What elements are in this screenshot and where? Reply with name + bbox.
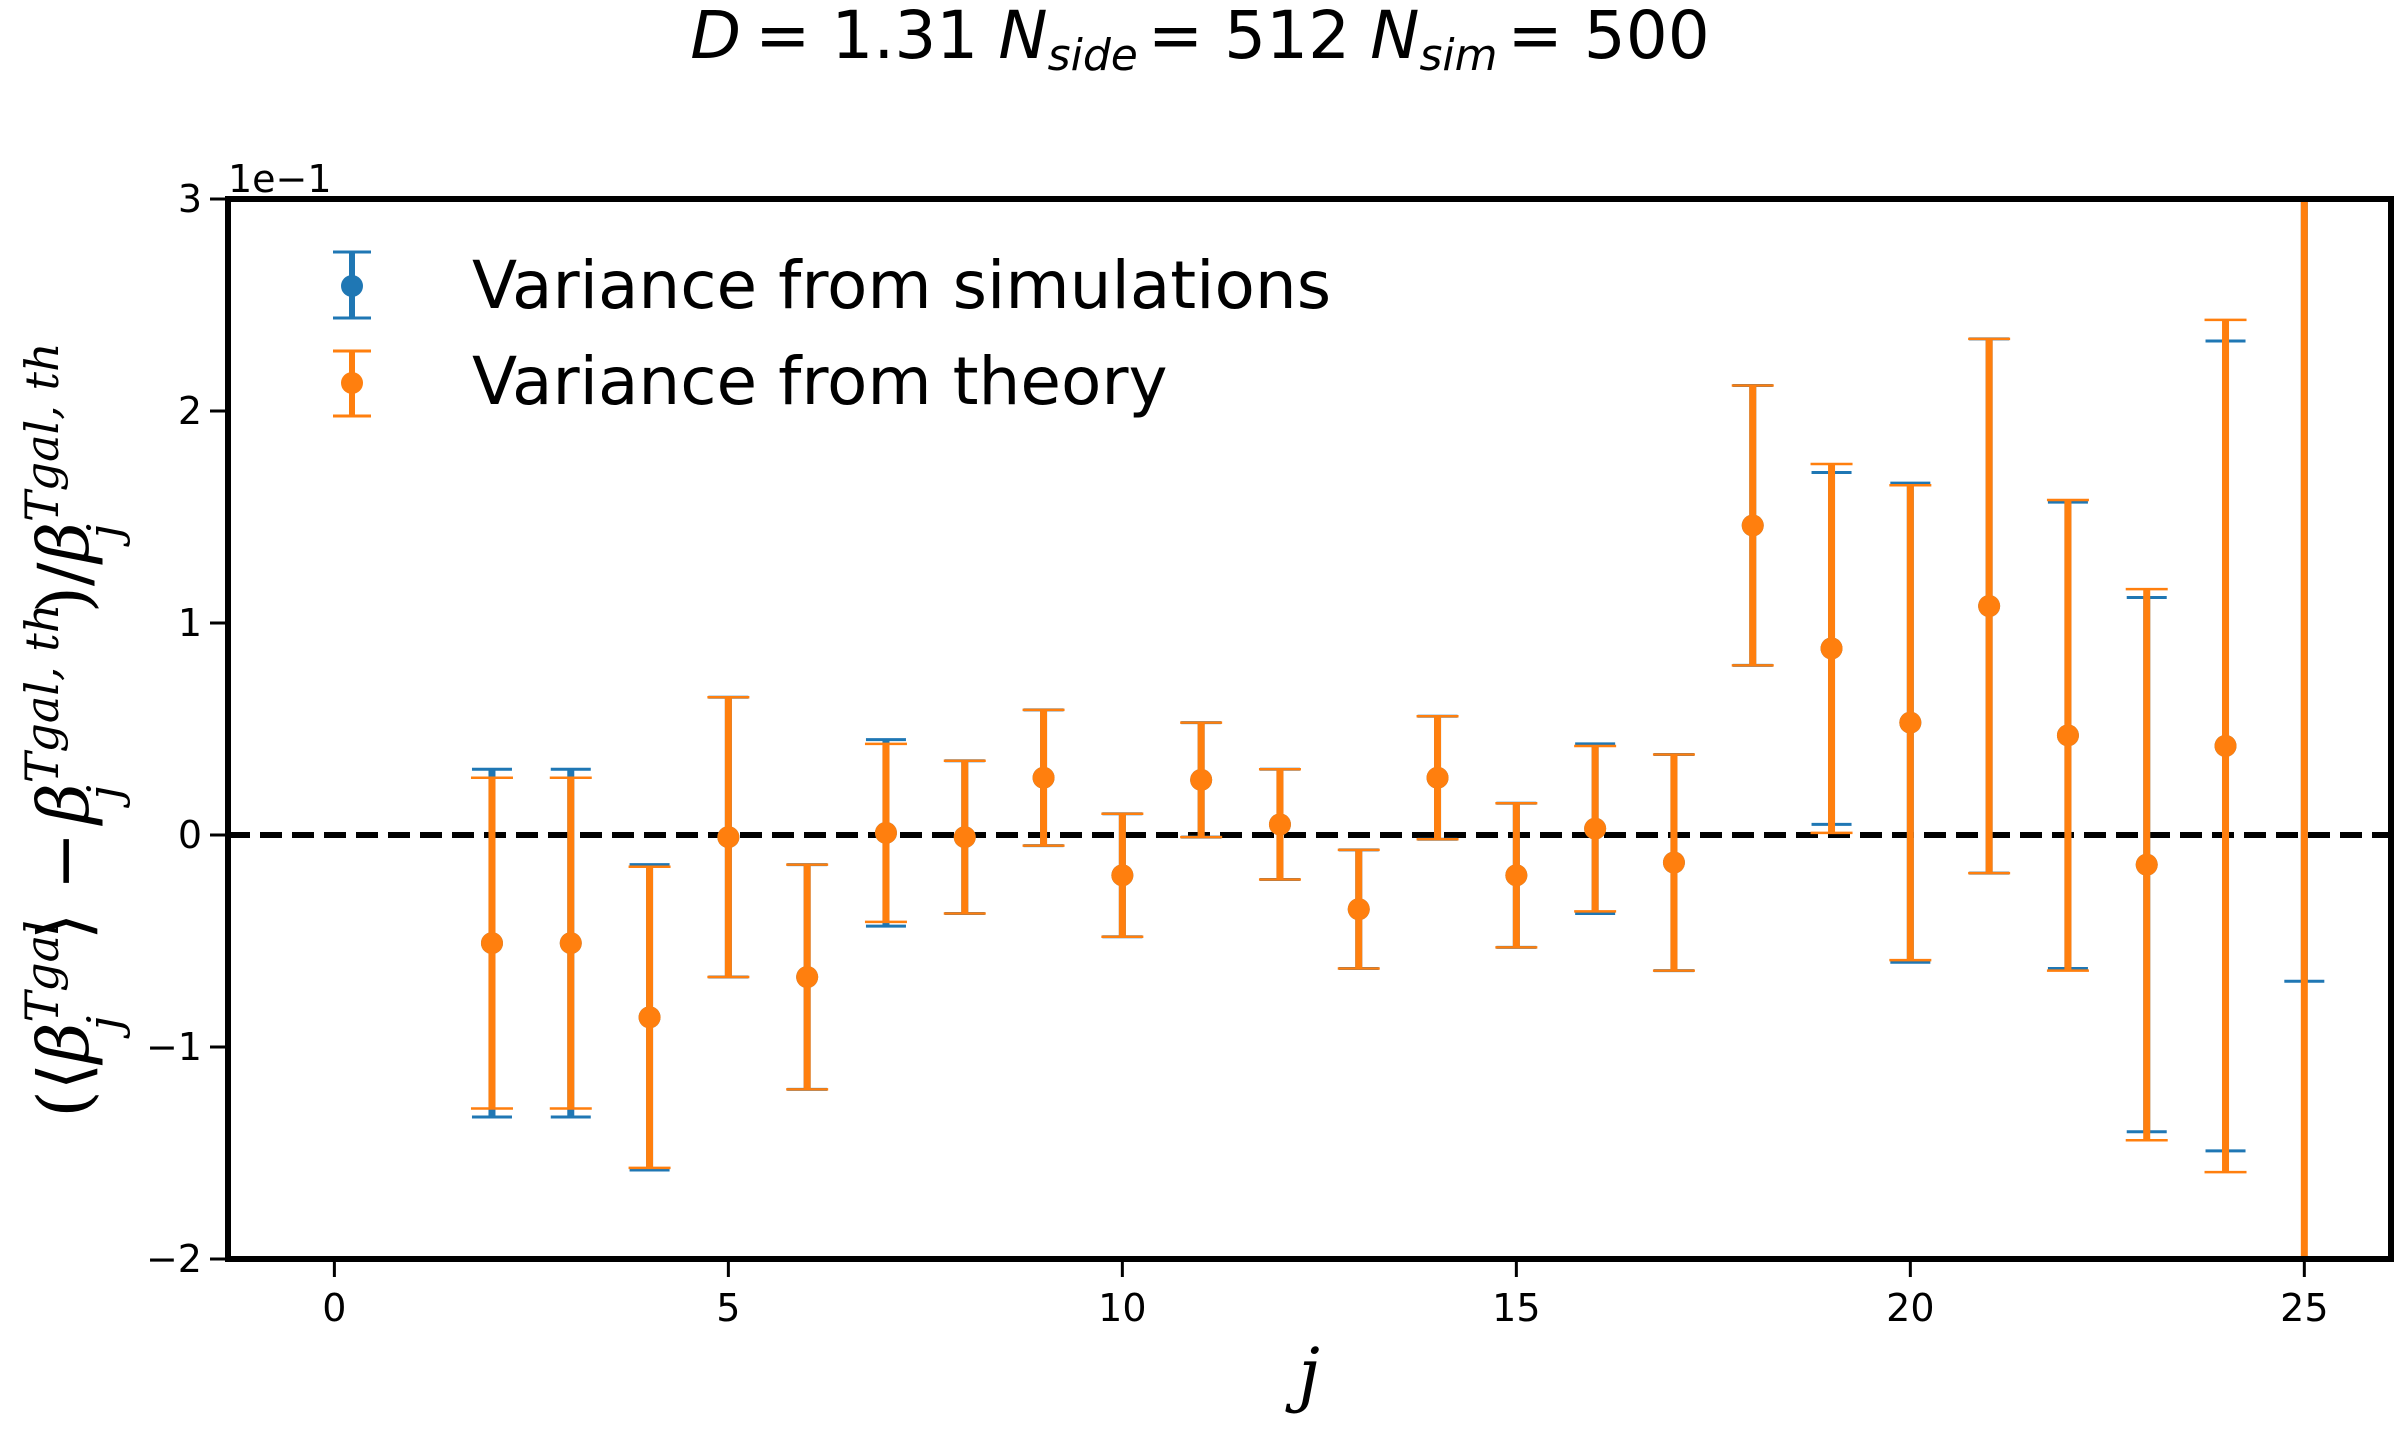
y-axis-label-group: (⟨βTgalj⟩ −βTgal, thj)/βTgal, thj: [15, 342, 131, 1117]
title-n-symbol: N: [998, 0, 1047, 74]
ylabel-open: (⟨: [23, 1063, 105, 1118]
data-point-1-7: [1032, 766, 1055, 789]
data-point-1-14: [1584, 817, 1607, 840]
y-scale-label: 1e−1: [228, 157, 332, 201]
data-point-1-9: [1190, 768, 1213, 791]
data-point-1-5: [874, 821, 897, 844]
legend-marker-simulations: [333, 250, 371, 320]
x-tick-label-4: 20: [1886, 1286, 1934, 1330]
x-tick-label-2: 10: [1098, 1286, 1146, 1330]
ylabel-sup-2: Tgal, th: [15, 604, 69, 784]
data-point-1-6: [953, 826, 976, 849]
data-point-1-12: [1426, 766, 1449, 789]
y-tick-label-3: 1: [178, 601, 202, 645]
data-point-1-20: [2056, 724, 2079, 747]
y-tick-label-4: 2: [178, 389, 202, 433]
data-point-1-19: [1978, 595, 2001, 618]
ylabel-beta-2: β: [23, 783, 105, 826]
y-tick-label-5: 3: [178, 177, 202, 221]
data-point-1-13: [1505, 864, 1528, 887]
title-sim-subscript: sim: [1419, 30, 1497, 81]
ylabel-beta-1: β: [23, 1023, 105, 1066]
legend-label-simulations: Variance from simulations: [472, 247, 1331, 324]
title-sim-value: = 500: [1507, 0, 1709, 74]
data-point-1-2: [638, 1006, 661, 1029]
legend-label-theory: Variance from theory: [472, 343, 1168, 420]
x-tick-label-5: 25: [2280, 1286, 2328, 1330]
data-point-1-11: [1347, 898, 1370, 921]
y-tick-label-0: −2: [146, 1237, 202, 1281]
ylabel-sup-1: Tgal: [15, 920, 69, 1022]
title-side-subscript: side: [1048, 30, 1138, 81]
data-point-1-16: [1741, 514, 1764, 537]
series-layer: [470, 199, 2325, 1259]
y-tick-label-2: 0: [178, 813, 202, 857]
y-axis-label: (⟨βTgalj⟩ −βTgal, thj)/βTgal, thj: [15, 342, 131, 1117]
legend: Variance from simulations Variance from …: [333, 247, 1331, 420]
ylabel-beta-3: β: [23, 522, 105, 565]
data-point-1-3: [717, 826, 740, 849]
x-tick-label-3: 15: [1492, 1286, 1540, 1330]
data-point-1-15: [1662, 851, 1685, 874]
ylabel-sup-3: Tgal, th: [15, 342, 69, 522]
data-point-1-17: [1820, 637, 1843, 660]
chart-title: D = 1.31 Nside = 512 Nsim = 500: [690, 0, 1710, 81]
ylabel-close: ⟩ −: [23, 832, 105, 940]
y-tick-label-1: −1: [146, 1025, 202, 1069]
title-d-value: = 1.31: [755, 0, 978, 74]
data-point-1-8: [1111, 864, 1134, 887]
data-point-1-22: [2214, 734, 2237, 757]
data-point-1-0: [480, 932, 503, 955]
ylabel-slash: )/: [23, 562, 105, 613]
data-point-1-18: [1899, 711, 1922, 734]
x-axis-label: j: [1285, 1333, 1320, 1415]
plot-frame: [225, 196, 2394, 1262]
data-point-1-21: [2135, 853, 2158, 876]
title-d-symbol: D: [690, 0, 741, 74]
legend-marker-theory: [333, 349, 371, 418]
series-1: [470, 199, 2308, 1259]
data-point-1-10: [1268, 813, 1291, 836]
title-side-value: = 512: [1148, 0, 1350, 74]
data-point-1-1: [559, 932, 582, 955]
data-point-1-4: [796, 966, 819, 989]
x-tick-label-0: 0: [322, 1286, 346, 1330]
x-tick-label-1: 5: [716, 1286, 740, 1330]
title-n-symbol-2: N: [1370, 0, 1419, 74]
tick-layer: −2 −1 0 1 2 3 0 5 10 15 20 25: [146, 177, 2329, 1330]
